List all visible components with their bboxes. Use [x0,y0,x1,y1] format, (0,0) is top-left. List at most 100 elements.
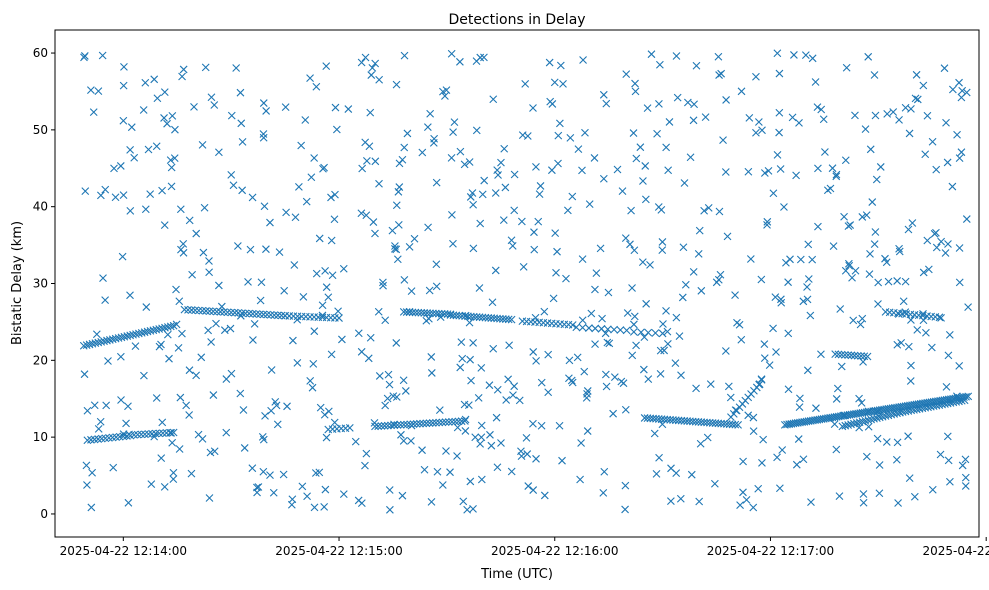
data-point [640,333,649,341]
data-point [777,295,785,304]
data-point [282,208,290,217]
data-point [746,255,755,263]
data-point [660,346,669,355]
data-point [155,429,164,438]
data-point [263,310,272,319]
data-point [784,278,792,287]
data-point [573,353,582,362]
data-point [508,241,517,250]
data-point [735,320,744,329]
data-point [126,145,135,154]
data-point [119,191,128,200]
data-point [532,357,540,365]
data-point [568,378,577,387]
data-point [118,252,127,261]
data-point [187,469,196,478]
data-point [647,50,656,59]
data-point [957,93,966,102]
data-point [402,308,411,316]
data-point [937,313,945,322]
data-point [864,422,873,431]
data-point [209,391,218,399]
data-point [603,325,612,334]
data-point [259,467,268,476]
data-point [144,430,153,438]
data-point [318,311,327,320]
data-point [943,158,952,167]
data-point [140,430,149,439]
data-point [601,329,610,338]
data-point [737,335,746,344]
data-point [435,406,444,415]
data-point [602,382,611,391]
data-point [923,236,932,245]
data-point [556,61,565,70]
data-point [961,455,970,464]
data-point [441,92,449,100]
data-point [277,311,286,320]
data-point [874,300,882,308]
data-point [942,118,950,127]
data-point [566,134,575,142]
data-point [841,266,850,275]
data-point [919,316,928,325]
data-point [432,178,441,187]
data-point [447,154,456,162]
data-point [320,410,329,419]
data-point [141,205,150,214]
data-point [731,291,739,300]
data-point [604,288,613,297]
data-point [656,370,665,378]
data-point [585,324,593,332]
data-point [559,80,567,88]
data-point [808,255,817,264]
data-point [117,396,125,404]
data-point [578,255,587,263]
data-point [262,245,270,254]
data-point [190,103,198,111]
data-point [433,467,442,476]
data-point [357,58,366,67]
data-point [666,497,675,506]
data-point [240,444,249,452]
data-point [327,350,336,359]
data-point [466,193,475,201]
data-point [331,103,340,112]
data-point [185,411,194,419]
data-point [772,348,780,356]
data-point [420,465,429,474]
data-point [626,240,634,249]
data-point [377,422,386,430]
data-point [678,293,687,302]
data-point [537,378,546,387]
data-point [100,337,108,346]
data-point [158,418,167,427]
data-point [804,275,813,283]
data-point [371,229,379,238]
data-point [629,328,638,336]
data-point [469,200,478,209]
data-point [456,147,465,156]
data-point [622,70,631,79]
data-point [599,90,608,99]
data-point [790,51,798,59]
data-point [167,182,176,191]
data-point [840,411,849,420]
data-point [842,63,851,72]
data-point [403,420,411,429]
data-point [477,433,486,442]
data-point [158,186,166,195]
data-point [416,419,424,428]
data-point [489,95,498,104]
data-point [621,405,630,414]
data-point [837,362,846,371]
data-point [924,265,933,274]
data-point [366,108,375,117]
data-point [477,421,486,430]
data-point [757,275,766,284]
data-point [716,270,725,279]
data-point [841,156,850,165]
data-point [754,484,763,493]
data-point [907,361,915,370]
data-point [832,395,841,403]
